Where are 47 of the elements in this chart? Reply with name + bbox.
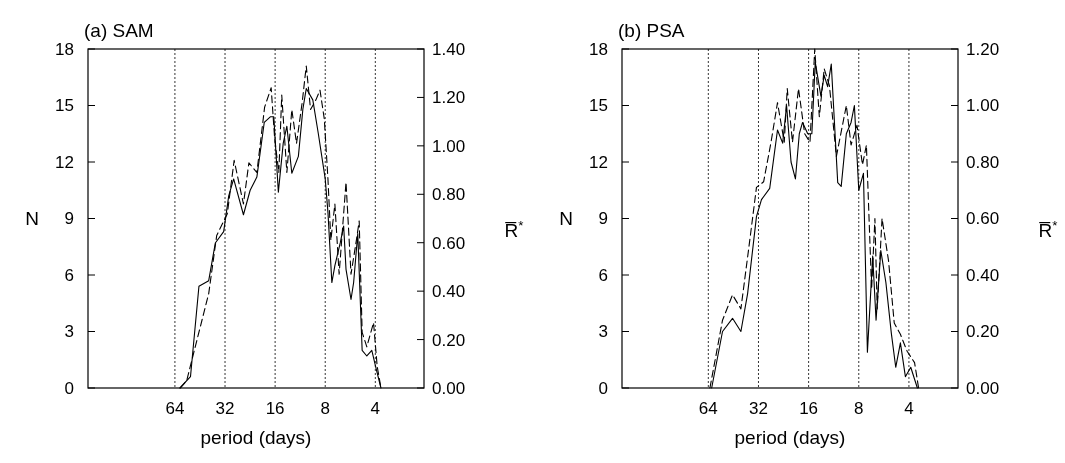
x-tick-label: 8 (854, 399, 864, 418)
y-tick-label: 9 (598, 209, 608, 229)
y-tick-label: 3 (598, 322, 608, 342)
x-tick-label: 16 (265, 399, 285, 418)
y2-tick-label: 1.20 (432, 88, 466, 108)
y2-tick-label: 0.20 (432, 330, 466, 350)
x-axis-title: period (days) (734, 427, 846, 448)
y2-tick-label: 0.00 (432, 378, 466, 398)
y-axis-title: N (25, 208, 39, 230)
chart-title: (b) PSA (618, 20, 685, 41)
y-tick-label: 12 (589, 152, 608, 172)
y2-axis-title: R̅$^{*}$ (504, 217, 524, 242)
x-tick-label: 4 (370, 399, 381, 418)
y2-tick-label: 1.20 (966, 39, 1000, 59)
y-tick-label: 12 (55, 152, 74, 172)
y-tick-label: 6 (64, 265, 74, 285)
y2-tick-label: 0.80 (966, 152, 1000, 172)
x-tick-label: 32 (215, 399, 235, 418)
x-tick-label: 8 (320, 399, 330, 418)
y-tick-label: 15 (589, 96, 608, 116)
y-tick-label: 0 (598, 378, 608, 398)
x-tick-label: 64 (165, 399, 185, 418)
chart-title: (a) SAM (84, 20, 154, 41)
y-tick-label: 3 (64, 322, 74, 342)
y2-tick-label: 0.20 (966, 322, 1000, 342)
y2-tick-label: 1.00 (432, 136, 466, 156)
y-tick-label: 9 (64, 209, 74, 229)
y2-tick-label: 1.40 (432, 39, 466, 59)
x-tick-label: 4 (904, 399, 914, 418)
y2-tick-label: 0.00 (966, 378, 1000, 398)
y2-tick-label: 0.80 (432, 185, 466, 205)
x-axis-title: period (days) (200, 427, 312, 448)
y2-axis-title: R̅$^{*}$ (1038, 217, 1058, 242)
y2-tick-label: 0.60 (966, 209, 1000, 229)
y-tick-label: 15 (55, 96, 74, 116)
y-tick-label: 6 (598, 265, 608, 285)
y2-tick-label: 1.00 (966, 96, 1000, 116)
x-tick-label: 32 (749, 399, 768, 418)
y-tick-label: 18 (589, 39, 608, 59)
y2-tick-label: 0.60 (432, 233, 466, 253)
x-tick-label: 16 (799, 399, 819, 418)
y-tick-label: 18 (55, 39, 74, 59)
y-axis-title: N (559, 208, 573, 230)
y2-tick-label: 0.40 (966, 265, 1000, 285)
y2-tick-label: 0.40 (432, 282, 466, 302)
x-tick-label: 64 (698, 399, 718, 418)
y-tick-label: 0 (64, 378, 74, 398)
